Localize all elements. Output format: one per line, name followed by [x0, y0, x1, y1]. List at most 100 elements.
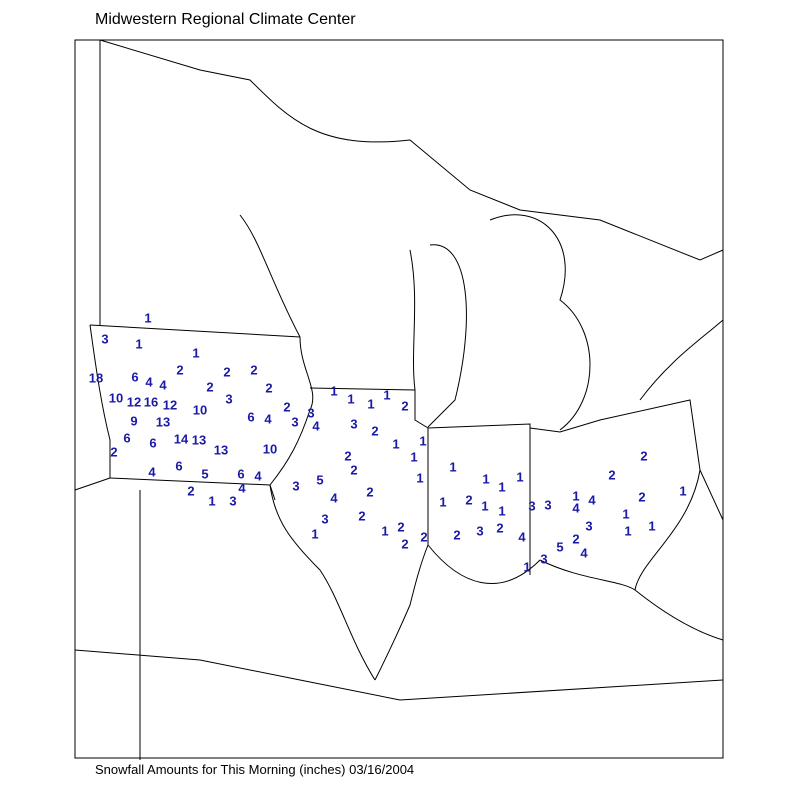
snowfall-label: 2 — [344, 448, 351, 463]
snowfall-label: 4 — [238, 480, 246, 495]
snowfall-label: 2 — [572, 531, 579, 546]
snowfall-label: 3 — [307, 405, 314, 420]
snowfall-label: 12 — [163, 397, 177, 412]
snowfall-label: 6 — [149, 435, 156, 450]
snowfall-label: 1 — [439, 494, 446, 509]
snowfall-label: 1 — [416, 470, 423, 485]
snowfall-label: 3 — [540, 551, 547, 566]
snowfall-label: 4 — [159, 377, 167, 392]
snowfall-label: 4 — [312, 418, 320, 433]
snowfall-label: 2 — [283, 399, 290, 414]
snowfall-label: 3 — [229, 493, 236, 508]
snowfall-label: 2 — [401, 536, 408, 551]
snowfall-label: 4 — [572, 500, 580, 515]
snowfall-label: 2 — [465, 492, 472, 507]
snowfall-label: 5 — [556, 539, 563, 554]
snowfall-label: 1 — [330, 383, 337, 398]
snowfall-label: 16 — [144, 394, 158, 409]
snowfall-label: 1 — [135, 336, 142, 351]
snowfall-label: 3 — [350, 416, 357, 431]
map-frame — [74, 39, 724, 759]
footer: Snowfall Amounts for This Morning (inche… — [95, 762, 414, 777]
snowfall-label: 1 — [498, 479, 505, 494]
snowfall-label: 1 — [419, 433, 426, 448]
snowfall-label: 4 — [148, 464, 156, 479]
snowfall-label: 6 — [123, 430, 130, 445]
snowfall-label: 1 — [498, 503, 505, 518]
snowfall-label: 5 — [201, 466, 208, 481]
snowfall-label: 14 — [174, 431, 189, 446]
snowfall-label: 2 — [420, 529, 427, 544]
snowfall-label: 4 — [588, 492, 596, 507]
snowfall-label: 2 — [350, 462, 357, 477]
snowfall-label: 3 — [291, 414, 298, 429]
snowfall-label: 18 — [89, 370, 103, 385]
snowfall-label: 3 — [101, 331, 108, 346]
snowfall-label: 2 — [638, 489, 645, 504]
snowfall-label: 3 — [528, 498, 535, 513]
snowfall-label: 1 — [311, 526, 318, 541]
snowfall-label: 5 — [316, 472, 323, 487]
snowfall-label: 10 — [109, 390, 123, 405]
snowfall-label: 1 — [192, 345, 199, 360]
snowfall-label: 1 — [482, 471, 489, 486]
snowfall-label: 1 — [679, 483, 686, 498]
snowfall-label: 1 — [208, 493, 215, 508]
snowfall-label: 1 — [381, 523, 388, 538]
snowfall-label: 1 — [523, 559, 530, 574]
snowfall-label: 2 — [608, 467, 615, 482]
snowfall-label: 2 — [640, 448, 647, 463]
snowfall-label: 3 — [476, 523, 483, 538]
snowfall-label: 2 — [187, 483, 194, 498]
boundaries — [74, 39, 724, 760]
snowfall-label: 3 — [225, 391, 232, 406]
snowfall-label: 2 — [110, 444, 117, 459]
snowfall-label: 10 — [263, 441, 277, 456]
snowfall-label: 2 — [206, 379, 213, 394]
snowfall-label: 2 — [366, 484, 373, 499]
snowfall-label: 6 — [247, 409, 254, 424]
snowfall-label: 1 — [367, 396, 374, 411]
snowfall-label: 1 — [449, 459, 456, 474]
snowfall-label: 1 — [516, 469, 523, 484]
snowfall-label: 3 — [292, 478, 299, 493]
snowfall-label: 3 — [544, 497, 551, 512]
snowfall-label: 3 — [321, 511, 328, 526]
snowfall-label: 9 — [130, 413, 137, 428]
snowfall-label: 2 — [401, 398, 408, 413]
snowfall-label: 13 — [214, 442, 228, 457]
snowfall-label: 1 — [622, 506, 629, 521]
snowfall-label: 10 — [193, 402, 207, 417]
snowfall-label: 2 — [223, 364, 230, 379]
snowfall-label: 2 — [250, 362, 257, 377]
snowfall-label: 6 — [175, 458, 182, 473]
snowfall-label: 4 — [580, 545, 588, 560]
snowfall-label: 13 — [156, 414, 170, 429]
snowfall-label: 2 — [496, 520, 503, 535]
snowfall-label: 3 — [585, 518, 592, 533]
snowfall-label: 6 — [131, 369, 138, 384]
snowfall-label: 12 — [127, 394, 141, 409]
snowfall-label: 13 — [192, 432, 206, 447]
snowfall-label: 2 — [176, 362, 183, 377]
snowfall-label: 4 — [518, 529, 526, 544]
snowfall-label: 1 — [572, 488, 579, 503]
snowfall-label: 6 — [237, 466, 244, 481]
snowfall-label: 2 — [358, 508, 365, 523]
snowfall-label: 4 — [145, 374, 153, 389]
snowfall-label: 2 — [453, 527, 460, 542]
snowfall-label: 4 — [254, 468, 262, 483]
snowfall-label: 2 — [265, 380, 272, 395]
snowfall-label: 4 — [330, 490, 338, 505]
snowfall-label: 1 — [144, 310, 151, 325]
snowfall-label: 1 — [410, 449, 417, 464]
snowfall-label: 1 — [624, 523, 631, 538]
snowfall-label: 1 — [648, 518, 655, 533]
snowfall-label: 1 — [392, 436, 399, 451]
title: Midwestern Regional Climate Center — [95, 11, 356, 28]
snowfall-label: 4 — [264, 411, 272, 426]
snowfall-label: 1 — [383, 387, 390, 402]
snowfall-label: 1 — [347, 391, 354, 406]
